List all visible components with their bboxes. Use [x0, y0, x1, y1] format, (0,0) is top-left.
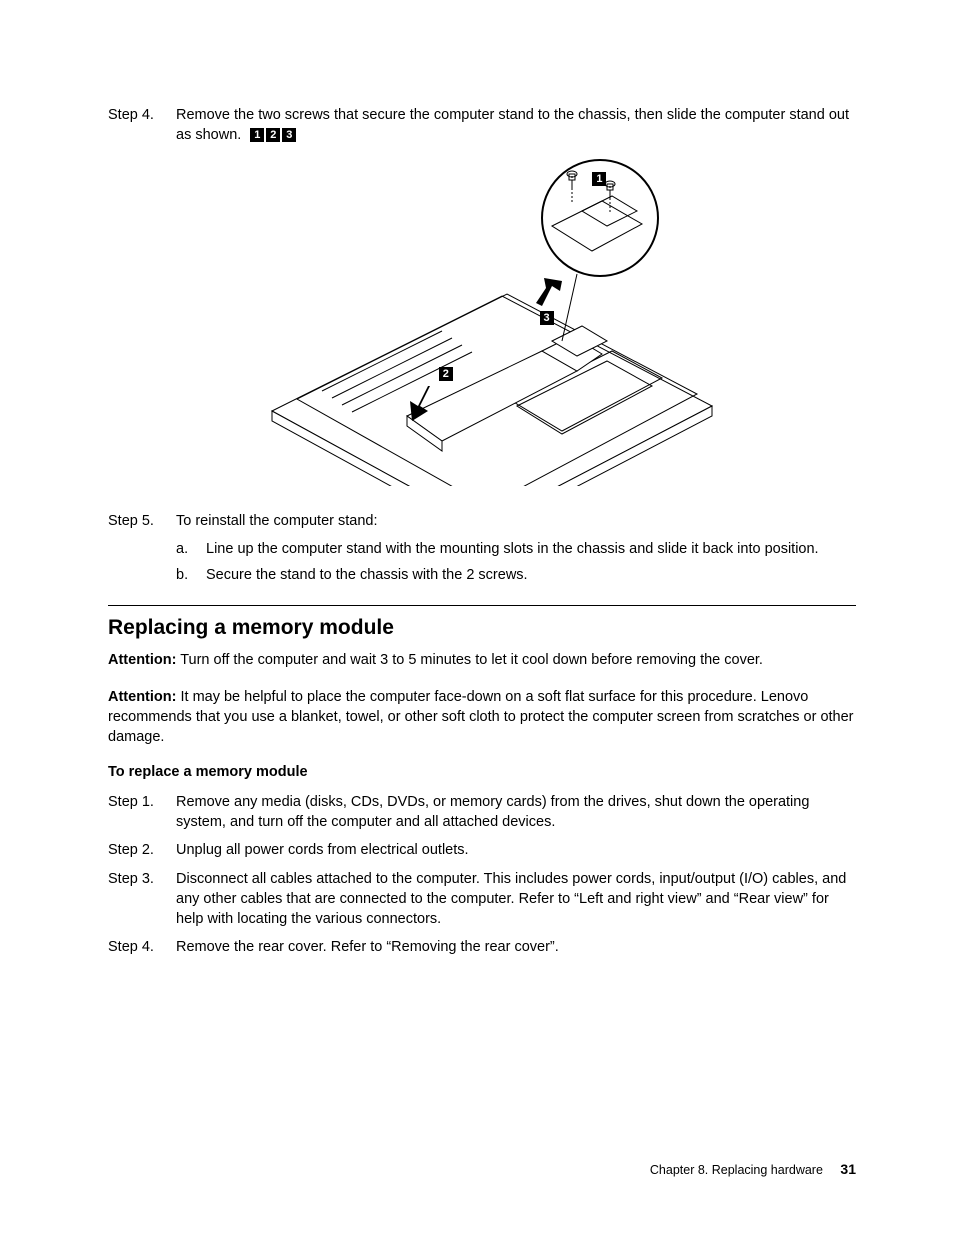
attention-label: Attention: — [108, 652, 176, 668]
step-text: Remove the rear cover. Refer to “Removin… — [176, 937, 856, 957]
figure-container: 1 3 2 — [108, 156, 856, 491]
proc-step-3: Step 3. Disconnect all cables attached t… — [108, 869, 856, 930]
callout-2: 2 — [266, 128, 280, 142]
proc-step-2: Step 2. Unplug all power cords from elec… — [108, 840, 856, 860]
attention-para-2: Attention: It may be helpful to place th… — [108, 687, 856, 748]
substep-label: b. — [176, 565, 206, 585]
step-label: Step 3. — [108, 869, 176, 930]
page-footer: Chapter 8. Replacing hardware 31 — [650, 1161, 856, 1177]
substep-a: a. Line up the computer stand with the m… — [108, 539, 856, 559]
footer-page-number: 31 — [840, 1161, 856, 1177]
step-text: Unplug all power cords from electrical o… — [176, 840, 856, 860]
substep-text: Secure the stand to the chassis with the… — [206, 565, 856, 585]
attention-text: Turn off the computer and wait 3 to 5 mi… — [176, 652, 763, 668]
step-text: Disconnect all cables attached to the co… — [176, 869, 856, 930]
section-divider — [108, 605, 856, 606]
footer-chapter: Chapter 8. Replacing hardware — [650, 1163, 823, 1177]
callout-1: 1 — [250, 128, 264, 142]
step-label: Step 4. — [108, 937, 176, 957]
callout-3: 3 — [282, 128, 296, 142]
step-label: Step 4. — [108, 105, 176, 146]
technical-diagram: 1 3 2 — [242, 156, 722, 486]
diagram-callout-1: 1 — [592, 172, 606, 186]
proc-step-1: Step 1. Remove any media (disks, CDs, DV… — [108, 792, 856, 833]
document-page: Step 4. Remove the two screws that secur… — [0, 0, 954, 1016]
diagram-svg — [242, 156, 722, 486]
step-label: Step 1. — [108, 792, 176, 833]
step-label: Step 5. — [108, 511, 176, 531]
diagram-callout-3: 3 — [540, 311, 554, 325]
attention-text: It may be helpful to place the computer … — [108, 689, 854, 746]
attention-label: Attention: — [108, 689, 176, 705]
step-text: Remove any media (disks, CDs, DVDs, or m… — [176, 792, 856, 833]
procedure-subheading: To replace a memory module — [108, 764, 856, 780]
substep-label: a. — [176, 539, 206, 559]
step-4: Step 4. Remove the two screws that secur… — [108, 105, 856, 146]
step-5: Step 5. To reinstall the computer stand: — [108, 511, 856, 531]
step-text: To reinstall the computer stand: — [176, 511, 856, 531]
callout-group: 1 2 3 — [249, 128, 296, 142]
attention-para-1: Attention: Turn off the computer and wai… — [108, 650, 856, 670]
substep-text: Line up the computer stand with the moun… — [206, 539, 856, 559]
section-heading: Replacing a memory module — [108, 616, 856, 640]
diagram-callout-2: 2 — [439, 367, 453, 381]
proc-step-4: Step 4. Remove the rear cover. Refer to … — [108, 937, 856, 957]
step-label: Step 2. — [108, 840, 176, 860]
step-text: Remove the two screws that secure the co… — [176, 105, 856, 146]
substep-b: b. Secure the stand to the chassis with … — [108, 565, 856, 585]
